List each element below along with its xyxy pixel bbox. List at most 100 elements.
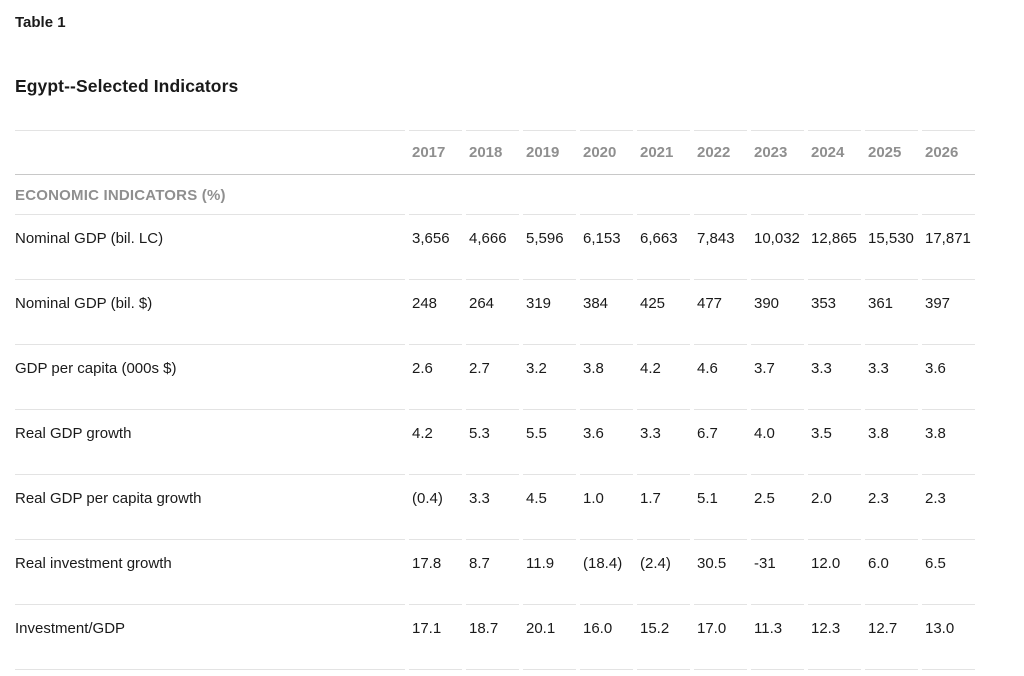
table-row: Real investment growth 17.8 8.7 11.9 (18…: [15, 540, 975, 605]
value-cell: (18.4): [576, 540, 633, 605]
value-cell: 3.3: [861, 345, 918, 410]
value-cell: 11.9: [519, 540, 576, 605]
row-label: Real investment growth: [15, 540, 405, 605]
value-cell: 3.5: [804, 410, 861, 475]
value-cell: 16.0: [576, 605, 633, 670]
value-cell: (2.4): [633, 540, 690, 605]
year-header-cell: 2021: [633, 130, 690, 175]
value-cell: 6,663: [633, 215, 690, 280]
value-cell: 4.6: [690, 345, 747, 410]
value-cell: 248: [405, 280, 462, 345]
value-cell: 3.3: [633, 410, 690, 475]
value-cell: 353: [804, 280, 861, 345]
value-cell: 12.7: [861, 605, 918, 670]
row-label: Nominal GDP (bil. LC): [15, 215, 405, 280]
value-cell: 2.0: [804, 475, 861, 540]
table-row: Nominal GDP (bil. LC) 3,656 4,666 5,596 …: [15, 215, 975, 280]
value-cell: 5.5: [519, 410, 576, 475]
value-cell: 8.7: [462, 540, 519, 605]
value-cell: 2.6: [405, 345, 462, 410]
value-cell: 3.3: [462, 475, 519, 540]
value-cell: 7,843: [690, 215, 747, 280]
year-header-row: 2017 2018 2019 2020 2021 2022 2023 2024 …: [15, 130, 975, 175]
value-cell: 1.0: [576, 475, 633, 540]
year-header-cell: 2024: [804, 130, 861, 175]
value-cell: 6.7: [690, 410, 747, 475]
value-cell: 6,153: [576, 215, 633, 280]
value-cell: 425: [633, 280, 690, 345]
row-label: Real GDP per capita growth: [15, 475, 405, 540]
value-cell: 2.3: [861, 475, 918, 540]
value-cell: 12.0: [804, 540, 861, 605]
value-cell: 477: [690, 280, 747, 345]
value-cell: (0.4): [405, 475, 462, 540]
year-header-cell: 2018: [462, 130, 519, 175]
value-cell: 3,656: [405, 215, 462, 280]
table-row: Real GDP per capita growth (0.4) 3.3 4.5…: [15, 475, 975, 540]
table-title: Egypt--Selected Indicators: [15, 76, 239, 96]
value-cell: 3.3: [804, 345, 861, 410]
indicators-table: 2017 2018 2019 2020 2021 2022 2023 2024 …: [15, 130, 975, 670]
section-header: ECONOMIC INDICATORS (%): [15, 175, 405, 215]
year-header-cell: 2020: [576, 130, 633, 175]
value-cell: 4.0: [747, 410, 804, 475]
value-cell: 15.2: [633, 605, 690, 670]
value-cell: 5,596: [519, 215, 576, 280]
year-header-cell: 2026: [918, 130, 975, 175]
value-cell: 3.2: [519, 345, 576, 410]
value-cell: 10,032: [747, 215, 804, 280]
section-header-row: ECONOMIC INDICATORS (%): [15, 175, 975, 215]
value-cell: 17.8: [405, 540, 462, 605]
year-header-cell: 2022: [690, 130, 747, 175]
value-cell: 397: [918, 280, 975, 345]
value-cell: 20.1: [519, 605, 576, 670]
year-header-cell: 2025: [861, 130, 918, 175]
year-header-cell: 2023: [747, 130, 804, 175]
row-label: Nominal GDP (bil. $): [15, 280, 405, 345]
value-cell: 361: [861, 280, 918, 345]
value-cell: 2.5: [747, 475, 804, 540]
year-header-spacer: [15, 130, 405, 175]
value-cell: 12,865: [804, 215, 861, 280]
table-row: Investment/GDP 17.1 18.7 20.1 16.0 15.2 …: [15, 605, 975, 670]
value-cell: 17.0: [690, 605, 747, 670]
value-cell: 12.3: [804, 605, 861, 670]
value-cell: 11.3: [747, 605, 804, 670]
value-cell: 18.7: [462, 605, 519, 670]
value-cell: 4.2: [405, 410, 462, 475]
value-cell: 13.0: [918, 605, 975, 670]
value-cell: 5.3: [462, 410, 519, 475]
value-cell: 3.8: [918, 410, 975, 475]
year-header-cell: 2019: [519, 130, 576, 175]
table-row: Nominal GDP (bil. $) 248 264 319 384 425…: [15, 280, 975, 345]
value-cell: 6.0: [861, 540, 918, 605]
year-header-cell: 2017: [405, 130, 462, 175]
row-label: GDP per capita (000s $): [15, 345, 405, 410]
value-cell: 15,530: [861, 215, 918, 280]
value-cell: 390: [747, 280, 804, 345]
row-label: Investment/GDP: [15, 605, 405, 670]
value-cell: 3.8: [861, 410, 918, 475]
value-cell: 3.6: [918, 345, 975, 410]
value-cell: 4,666: [462, 215, 519, 280]
value-cell: -31: [747, 540, 804, 605]
value-cell: 3.7: [747, 345, 804, 410]
table-row: Real GDP growth 4.2 5.3 5.5 3.6 3.3 6.7 …: [15, 410, 975, 475]
value-cell: 5.1: [690, 475, 747, 540]
value-cell: 2.7: [462, 345, 519, 410]
row-label: Real GDP growth: [15, 410, 405, 475]
table-number: Table 1: [15, 14, 66, 31]
value-cell: 2.3: [918, 475, 975, 540]
value-cell: 4.2: [633, 345, 690, 410]
value-cell: 6.5: [918, 540, 975, 605]
value-cell: 1.7: [633, 475, 690, 540]
value-cell: 30.5: [690, 540, 747, 605]
value-cell: 384: [576, 280, 633, 345]
value-cell: 17,871: [918, 215, 975, 280]
value-cell: 3.8: [576, 345, 633, 410]
value-cell: 264: [462, 280, 519, 345]
value-cell: 17.1: [405, 605, 462, 670]
value-cell: 319: [519, 280, 576, 345]
value-cell: 3.6: [576, 410, 633, 475]
